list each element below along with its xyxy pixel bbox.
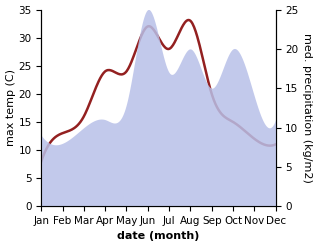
Y-axis label: max temp (C): max temp (C) — [5, 69, 16, 146]
Y-axis label: med. precipitation (kg/m2): med. precipitation (kg/m2) — [302, 33, 313, 183]
X-axis label: date (month): date (month) — [117, 231, 200, 242]
